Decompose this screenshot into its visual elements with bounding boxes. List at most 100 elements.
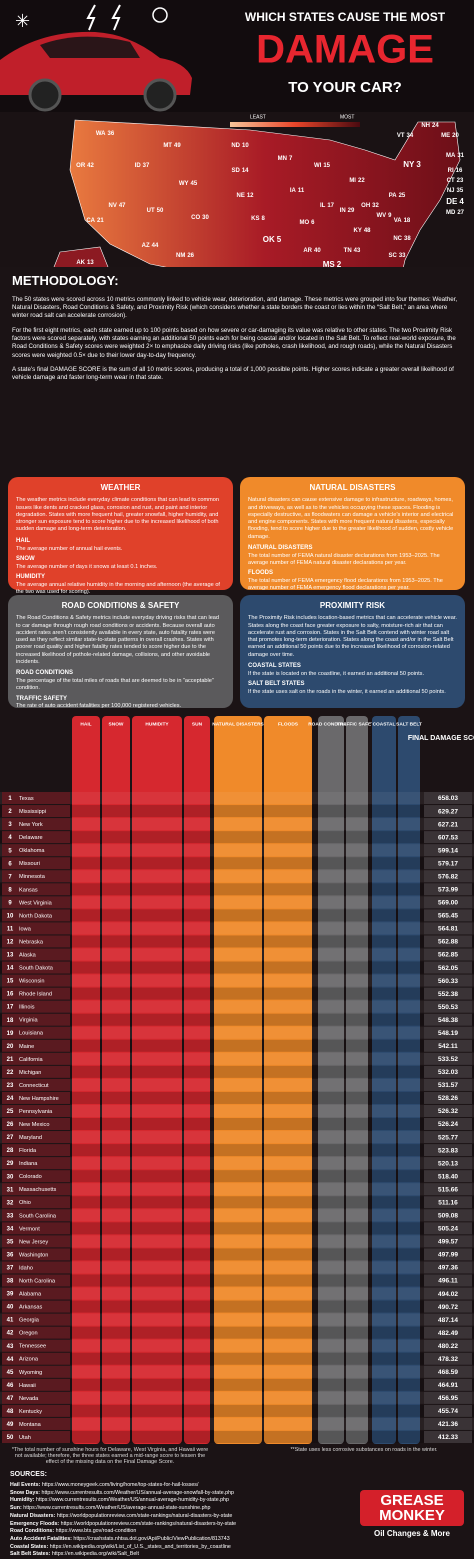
score-cell [424,1183,472,1196]
state-name: Maryland [19,1135,42,1141]
state-abbr: VT [397,133,405,139]
rank-cell [2,1065,70,1078]
state-abbr: WI [314,163,322,169]
rank-cell [2,1404,70,1417]
column-strip [72,716,100,1444]
state-label: WY 45 [179,181,198,187]
rank: 6 [8,861,12,867]
score-cell [424,1391,472,1404]
row-band [0,1352,474,1365]
rank: 26 [7,1122,14,1128]
card-title: NATURAL DISASTERS [309,483,396,492]
source-label: Hail Events: [10,1482,41,1489]
state-name: Utah [19,1435,31,1441]
alaska-shape [53,246,109,267]
final-score: 599.14 [438,847,458,854]
row-band [0,1039,474,1052]
card-title: PROXIMITY RISK [319,601,386,610]
rank: 33 [7,1213,14,1219]
source-line: Salt Belt States: https://en.wikipedia.o… [10,1551,350,1559]
rank: 10 [7,913,14,919]
state-label: OK 5 [263,235,282,244]
rank: 37 [7,1266,14,1272]
state-label: NJ 35 [447,188,464,194]
rank-cell [2,987,70,1000]
state-name: Mississippi [19,809,46,815]
final-score: 533.52 [438,1056,458,1063]
rank: 16 [7,992,14,998]
source-url: https://www.currentresults.com/Weather/U… [35,1497,229,1504]
score-cell [424,1235,472,1248]
row-band [0,818,474,831]
source-line: Snow Days: https://www.currentresults.co… [10,1490,350,1498]
column-strip [372,716,396,1444]
rank: 31 [7,1187,14,1193]
rank: 41 [7,1318,14,1324]
state-rank: 9 [388,213,392,219]
rank-cell [2,1013,70,1026]
row-band [0,1391,474,1404]
row-band [0,1222,474,1235]
rank: 22 [7,1070,14,1076]
source-line: Coastal States: https://en.wikipedia.org… [10,1544,350,1552]
rank: 3 [8,822,12,828]
rank-cell [2,1196,70,1209]
rank: 2 [8,809,12,815]
rank-cell [2,792,70,805]
row-band [0,948,474,961]
score-cell [424,1013,472,1026]
final-score: 490.72 [438,1304,458,1311]
state-name: Kentucky [19,1409,42,1415]
column-strip [214,716,262,1444]
source-line: Road Conditions: https://www.bts.gov/roa… [10,1528,350,1536]
score-cell [424,1052,472,1065]
rank-cell [2,1248,70,1261]
card-item: COASTAL STATES If the state is located on… [248,663,457,678]
state-name: Vermont [19,1226,40,1232]
state-name: Pennsylvania [19,1109,53,1115]
state-rank: 24 [432,123,439,129]
rank-cell [2,1391,70,1404]
item-name: SNOW [16,555,35,562]
title-line1: WHICH STATES CAUSE THE MOST [245,10,446,24]
row-band [0,1248,474,1261]
state-label: MN 7 [278,156,293,162]
final-score: 412.33 [438,1434,458,1441]
item-name: COASTAL STATES [248,662,301,669]
column-header: COASTAL [373,721,396,727]
state-name: Maine [19,1044,34,1050]
score-cell [424,1430,472,1443]
state-abbr: ID [135,163,142,169]
state-label: SD 14 [231,168,249,174]
row-band [0,831,474,844]
sources-title: SOURCES: [10,1471,47,1478]
state-rank: 18 [404,218,411,224]
state-label: VA 18 [394,218,411,224]
score-cell [424,909,472,922]
state-label: CO 30 [191,215,209,221]
column-header: SNOW [109,721,124,727]
state-abbr: MN [278,156,287,162]
final-score: 511.16 [438,1199,458,1206]
state-abbr: PA [389,193,398,199]
rank: 25 [7,1109,14,1115]
state-rank: 6 [311,220,315,226]
final-score: 562.05 [438,965,458,972]
final-score: 573.99 [438,887,458,894]
state-label: NY 3 [403,160,421,169]
notes: *The total number of sunshine hours for … [10,1447,464,1465]
final-score: 576.82 [438,873,458,880]
item-desc: The total number of FEMA natural disaste… [248,552,440,567]
source-url: https://en.wikipedia.org/wiki/List_of_U.… [49,1543,231,1550]
state-abbr: SC [388,253,397,259]
final-score: 494.02 [438,1291,458,1298]
row-band [0,974,474,987]
final-score: 627.21 [438,821,458,828]
state-label: KY 48 [353,228,371,234]
state-label: MA 31 [446,153,465,159]
final-score: 548.19 [438,1030,458,1037]
rank-cell [2,1091,70,1104]
score-cell [424,870,472,883]
state-rank: 13 [87,260,94,266]
state-label: IN 29 [340,208,355,214]
